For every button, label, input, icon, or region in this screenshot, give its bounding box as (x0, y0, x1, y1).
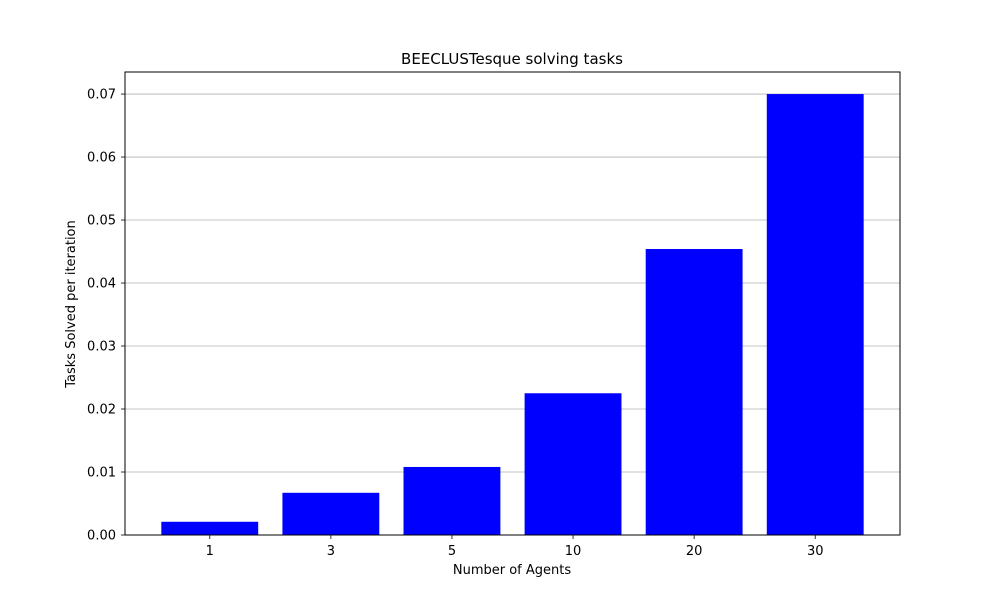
x-tick-label: 10 (565, 544, 582, 559)
y-tick-label: 0.04 (87, 277, 116, 292)
y-tick-label: 0.01 (87, 466, 116, 481)
bars (161, 94, 864, 536)
y-axis-title: Tasks Solved per iteration (64, 220, 79, 389)
y-tick-label: 0.07 (87, 88, 116, 103)
x-tick-label: 20 (686, 544, 703, 559)
x-axis-ticks: 1 3 5 10 20 30 (206, 535, 824, 559)
y-tick-label: 0.05 (87, 214, 116, 229)
y-tick-label: 0.03 (87, 340, 116, 355)
x-tick-label: 3 (327, 544, 335, 559)
x-tick-label: 1 (206, 544, 214, 559)
bar-1 (161, 521, 259, 535)
bar-10 (524, 393, 622, 535)
plot-frame (124, 71, 901, 536)
x-tick-label: 30 (807, 544, 824, 559)
bar-3 (282, 492, 380, 535)
x-tick-label: 5 (448, 544, 456, 559)
y-tick-label: 0.00 (87, 529, 116, 544)
y-axis-ticks: 0.00 0.01 0.02 0.03 0.04 0.05 0.06 0.07 (87, 88, 125, 544)
y-tick-label: 0.02 (87, 403, 116, 418)
chart-title: BEECLUSTesque solving tasks (401, 50, 623, 68)
bar-5 (403, 466, 501, 535)
bar-20 (645, 249, 743, 536)
y-tick-label: 0.06 (87, 151, 116, 166)
bar-30 (766, 94, 864, 536)
x-axis-title: Number of Agents (453, 563, 571, 578)
gridlines (125, 93, 900, 536)
